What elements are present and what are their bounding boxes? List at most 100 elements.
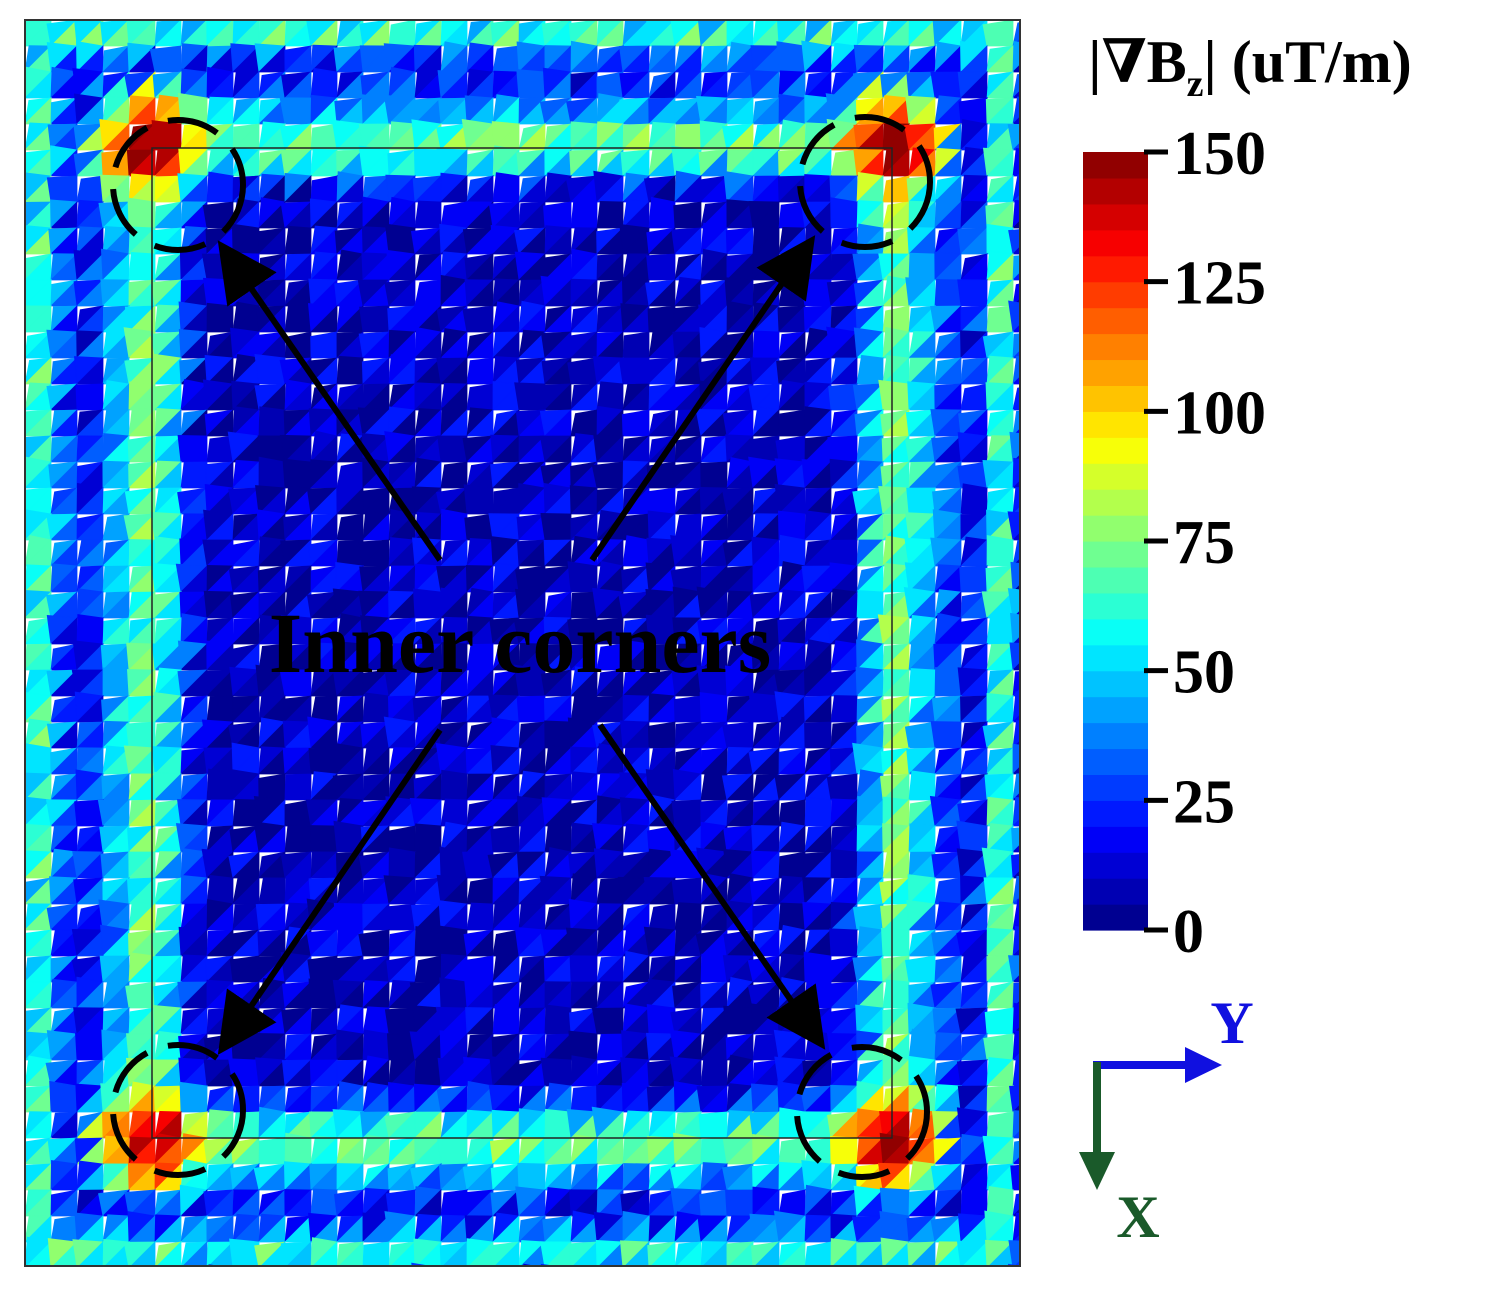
heatmap-cell: [1012, 148, 1020, 178]
heatmap-cell: [622, 45, 650, 73]
heatmap-cell: [1039, 1112, 1065, 1138]
heatmap-cell: [1039, 1242, 1065, 1268]
heatmap-cell: [284, 253, 312, 281]
heatmap-cell: [414, 331, 442, 359]
heatmap-cell: [466, 149, 494, 177]
heatmap-cell: [25, 45, 26, 47]
heatmap-cell: [77, 1268, 103, 1294]
heatmap-cell: [804, 20, 832, 21]
heatmap-cell: [25, 877, 26, 905]
heatmap-cell: [492, 643, 520, 671]
heatmap-cell: [232, 539, 260, 567]
heatmap-cell: [492, 20, 494, 21]
heatmap-cell: [25, 981, 26, 1009]
heatmap-cell: [25, 591, 26, 593]
heatmap-cell: [570, 383, 598, 411]
heatmap-cell: [779, 1268, 805, 1294]
heatmap-cell: [25, 1111, 27, 1113]
heatmap-cell: [254, 1268, 285, 1294]
heatmap-cell: [623, 1268, 649, 1294]
heatmap-cell: [25, 1059, 26, 1087]
heatmap-cell: [25, 20, 26, 21]
heatmap-cell: [909, 1268, 935, 1294]
heatmap-cell: [1012, 355, 1020, 386]
heatmap-cell: [648, 279, 676, 307]
heatmap-cell: [648, 253, 676, 281]
heatmap-cell: [284, 20, 312, 21]
heatmap-cell: [570, 565, 598, 593]
heatmap-cell: [986, 1268, 1013, 1294]
heatmap-cell: [726, 20, 728, 21]
heatmap-cell: [540, 1263, 558, 1266]
heatmap-cell: [102, 123, 130, 151]
axis-x-label: X: [1116, 1184, 1159, 1250]
heatmap-cell: [311, 1268, 337, 1294]
heatmap-cell: [25, 1007, 26, 1035]
heatmap-cell: [25, 1215, 27, 1217]
heatmap-cell: [700, 591, 728, 619]
heatmap-cell: [25, 773, 26, 775]
colorbar-level: [1083, 670, 1148, 698]
heatmap-cell: [960, 71, 988, 99]
heatmap-cell: [674, 20, 676, 21]
heatmap-cell: [1039, 1190, 1065, 1216]
heatmap-cell: [25, 487, 27, 489]
heatmap-cell: [1039, 410, 1065, 436]
heatmap-cell: [986, 539, 1014, 567]
heatmap-cell: [779, 1268, 805, 1294]
heatmap-cell: [363, 1268, 389, 1294]
colorbar-level: [1083, 281, 1148, 309]
heatmap-cell: [25, 747, 26, 775]
heatmap-cell: [987, 1268, 1013, 1294]
heatmap-cell: [1039, 150, 1065, 176]
heatmap-cell: [544, 383, 572, 411]
heatmap-cell: [128, 20, 156, 21]
heatmap-cell: [25, 617, 26, 619]
heatmap-cell: [258, 565, 286, 593]
heatmap-cell: [700, 513, 728, 541]
heatmap-cell: [1039, 1216, 1065, 1242]
heatmap-cell: [1039, 592, 1065, 618]
heatmap-cell: [1039, 540, 1065, 566]
heatmap-cell: [25, 695, 26, 723]
heatmap-cell: [154, 409, 182, 437]
heatmap-cell: [154, 20, 182, 47]
heatmap-cell: [466, 20, 494, 21]
heatmap-cell: [25, 1241, 26, 1266]
heatmap-cell: [1039, 462, 1065, 488]
heatmap-cell: [649, 1268, 675, 1294]
colorbar-level: [1083, 437, 1148, 464]
heatmap-cell: [857, 1268, 883, 1294]
colorbar-level: [1083, 229, 1148, 257]
heatmap-cell: [1039, 358, 1065, 384]
heatmap-cell: [25, 123, 27, 125]
colorbar-level: [1083, 489, 1148, 516]
heatmap-cell: [986, 149, 1014, 177]
heatmap-cell: [25, 357, 26, 385]
colorbar-level: [1083, 644, 1148, 672]
heatmap-cell: [25, 149, 26, 151]
heatmap: [25, 20, 1065, 1294]
heatmap-cell: [25, 1163, 26, 1165]
heatmap-cell: [960, 435, 988, 463]
heatmap-cell: [259, 1268, 285, 1294]
heatmap-cell: [1038, 614, 1065, 644]
heatmap-cell: [934, 20, 936, 21]
heatmap-cell: [284, 617, 312, 645]
heatmap-cell: [415, 1268, 441, 1294]
heatmap-cell: [25, 539, 26, 541]
heatmap-cell: [675, 1268, 701, 1294]
heatmap-cell: [523, 1263, 537, 1266]
heatmap-cell: [1039, 982, 1065, 1008]
heatmap-cells: [25, 20, 1065, 1294]
heatmap-cell: [801, 1267, 831, 1294]
heatmap-cell: [648, 45, 676, 73]
heatmap-cell: [208, 1264, 221, 1266]
heatmap-cell: [830, 20, 858, 21]
heatmap-cell: [103, 1268, 129, 1294]
colorbar-level: [1083, 411, 1148, 438]
colorbar-level: [1083, 333, 1148, 361]
heatmap-cell: [726, 617, 754, 645]
heatmap-cell: [986, 71, 1014, 99]
heatmap-cell: [1012, 96, 1020, 126]
